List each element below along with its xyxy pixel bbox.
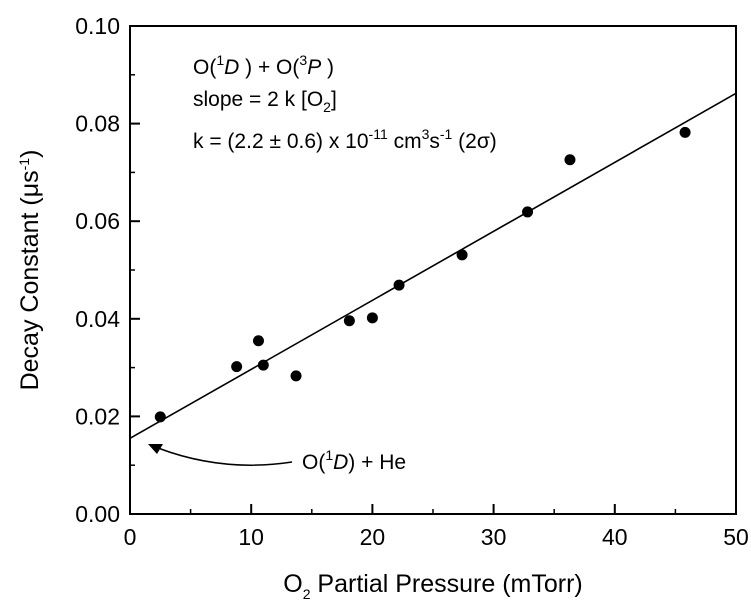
y-axis-title: Decay Constant (μs-1) xyxy=(16,150,44,391)
y-axis-ticks: 0.00 0.02 0.04 0.06 0.08 0.10 xyxy=(75,13,140,527)
data-points xyxy=(154,126,691,423)
data-point xyxy=(154,411,166,423)
data-point xyxy=(456,249,468,261)
x-axis-title: O2 Partial Pressure (mTorr) xyxy=(283,570,583,602)
x-axis-ticks: 0 10 20 30 40 50 xyxy=(124,504,749,550)
data-point xyxy=(564,154,576,166)
y-tick-label: 0.00 xyxy=(75,501,120,527)
annotation-he-intercept: O(1D) + He xyxy=(302,447,406,474)
data-point xyxy=(366,312,378,324)
data-point xyxy=(393,279,405,291)
data-point xyxy=(522,206,534,218)
x-tick-label: 20 xyxy=(360,524,386,550)
data-point xyxy=(343,315,355,327)
x-tick-label: 0 xyxy=(124,524,137,550)
annotation-reaction: O(1D ) + O(3P ) xyxy=(193,52,334,79)
annotation-slope: slope = 2 k [O2] xyxy=(193,88,337,115)
y-tick-label: 0.04 xyxy=(75,306,120,332)
x-tick-label: 30 xyxy=(481,524,507,550)
x-tick-label: 40 xyxy=(602,524,628,550)
y-tick-label: 0.02 xyxy=(75,403,120,429)
linear-fit-line xyxy=(129,92,737,440)
annotation-rate-constant: k = (2.2 ± 0.6) x 10-11 cm3s-1 (2σ) xyxy=(193,126,497,153)
data-point xyxy=(679,126,691,138)
y-tick-label: 0.10 xyxy=(75,13,120,39)
x-tick-label: 10 xyxy=(238,524,264,550)
data-point xyxy=(257,359,269,371)
data-point xyxy=(290,370,302,382)
x-tick-label: 50 xyxy=(723,524,749,550)
fit-line-group xyxy=(129,92,737,440)
y-tick-label: 0.06 xyxy=(75,208,120,234)
data-point xyxy=(252,335,264,347)
y-tick-label: 0.08 xyxy=(75,111,120,137)
data-point xyxy=(231,361,243,373)
annotation-arrow-head xyxy=(148,444,163,454)
annotation-arrow xyxy=(157,447,293,466)
